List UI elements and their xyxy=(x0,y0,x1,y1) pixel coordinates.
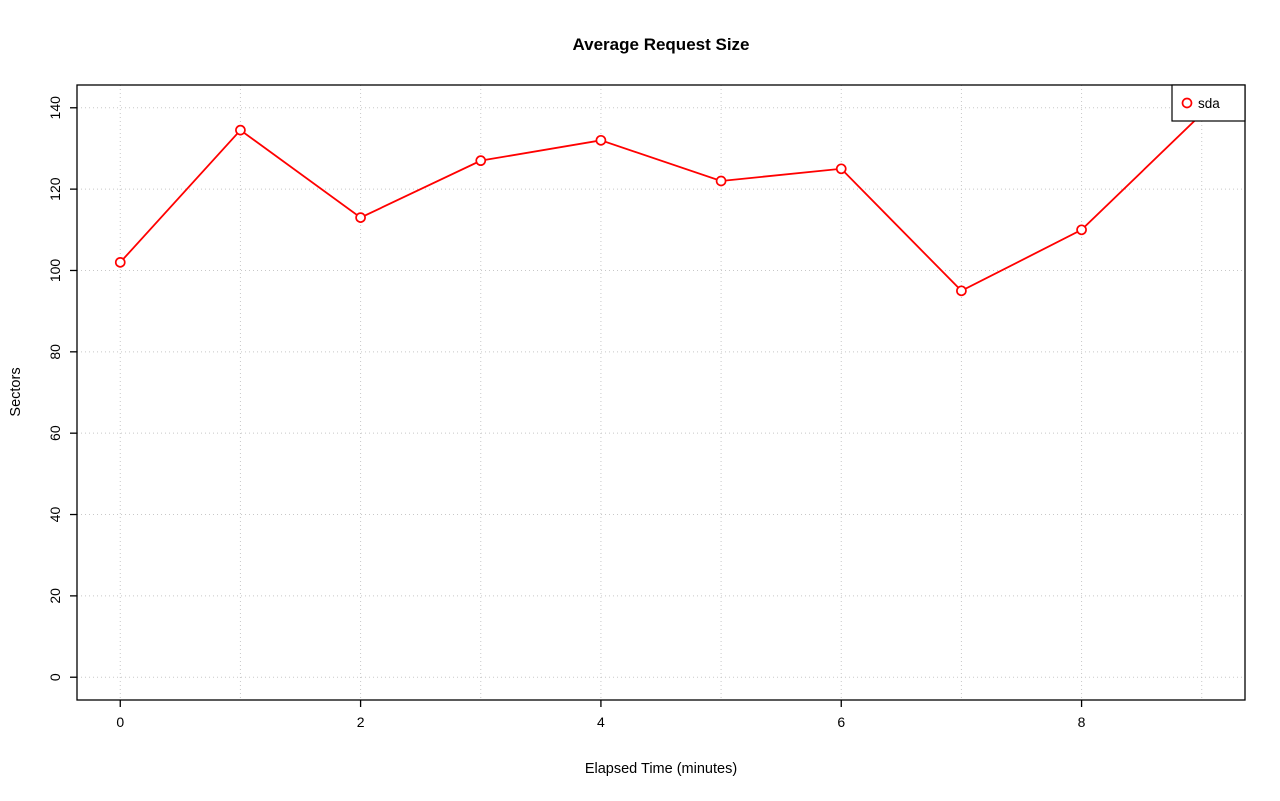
y-tick-label: 60 xyxy=(47,425,63,441)
axis-ticks xyxy=(70,107,1083,707)
series-line xyxy=(119,113,1203,292)
y-tick-label: 40 xyxy=(47,507,63,523)
y-tick-label: 0 xyxy=(47,673,63,681)
legend-box xyxy=(1171,84,1246,122)
chart-title: Average Request Size xyxy=(573,35,750,54)
y-tick-label: 20 xyxy=(47,588,63,604)
x-tick-label: 2 xyxy=(357,714,365,730)
data-point-marker xyxy=(475,155,487,167)
chart-grid xyxy=(77,85,1245,700)
data-point-marker xyxy=(595,134,607,146)
plot-border xyxy=(76,84,1246,701)
legend: sda xyxy=(1171,84,1246,122)
data-point-marker xyxy=(956,285,967,297)
legend-entry-sda: sda xyxy=(1198,96,1220,111)
data-series-sda xyxy=(114,108,1208,297)
data-point-marker xyxy=(114,256,126,268)
legend-marker-open-circle-icon xyxy=(1181,97,1193,109)
data-point-marker xyxy=(1076,224,1087,236)
x-axis-label: Elapsed Time (minutes) xyxy=(585,761,737,777)
data-point-marker xyxy=(715,175,727,187)
x-tick-label: 0 xyxy=(116,714,124,730)
y-tick-label: 140 xyxy=(47,96,63,120)
x-tick-label: 8 xyxy=(1078,714,1086,730)
y-axis-label: Sectors xyxy=(8,367,24,416)
data-point-marker xyxy=(235,124,246,136)
y-tick-label: 80 xyxy=(47,344,63,360)
data-point-marker xyxy=(835,163,847,175)
y-tick-label: 100 xyxy=(47,259,63,283)
y-tick-label: 120 xyxy=(47,177,63,201)
data-point-marker xyxy=(355,212,366,223)
x-tick-label: 4 xyxy=(597,714,605,730)
x-tick-label: 6 xyxy=(837,714,845,730)
